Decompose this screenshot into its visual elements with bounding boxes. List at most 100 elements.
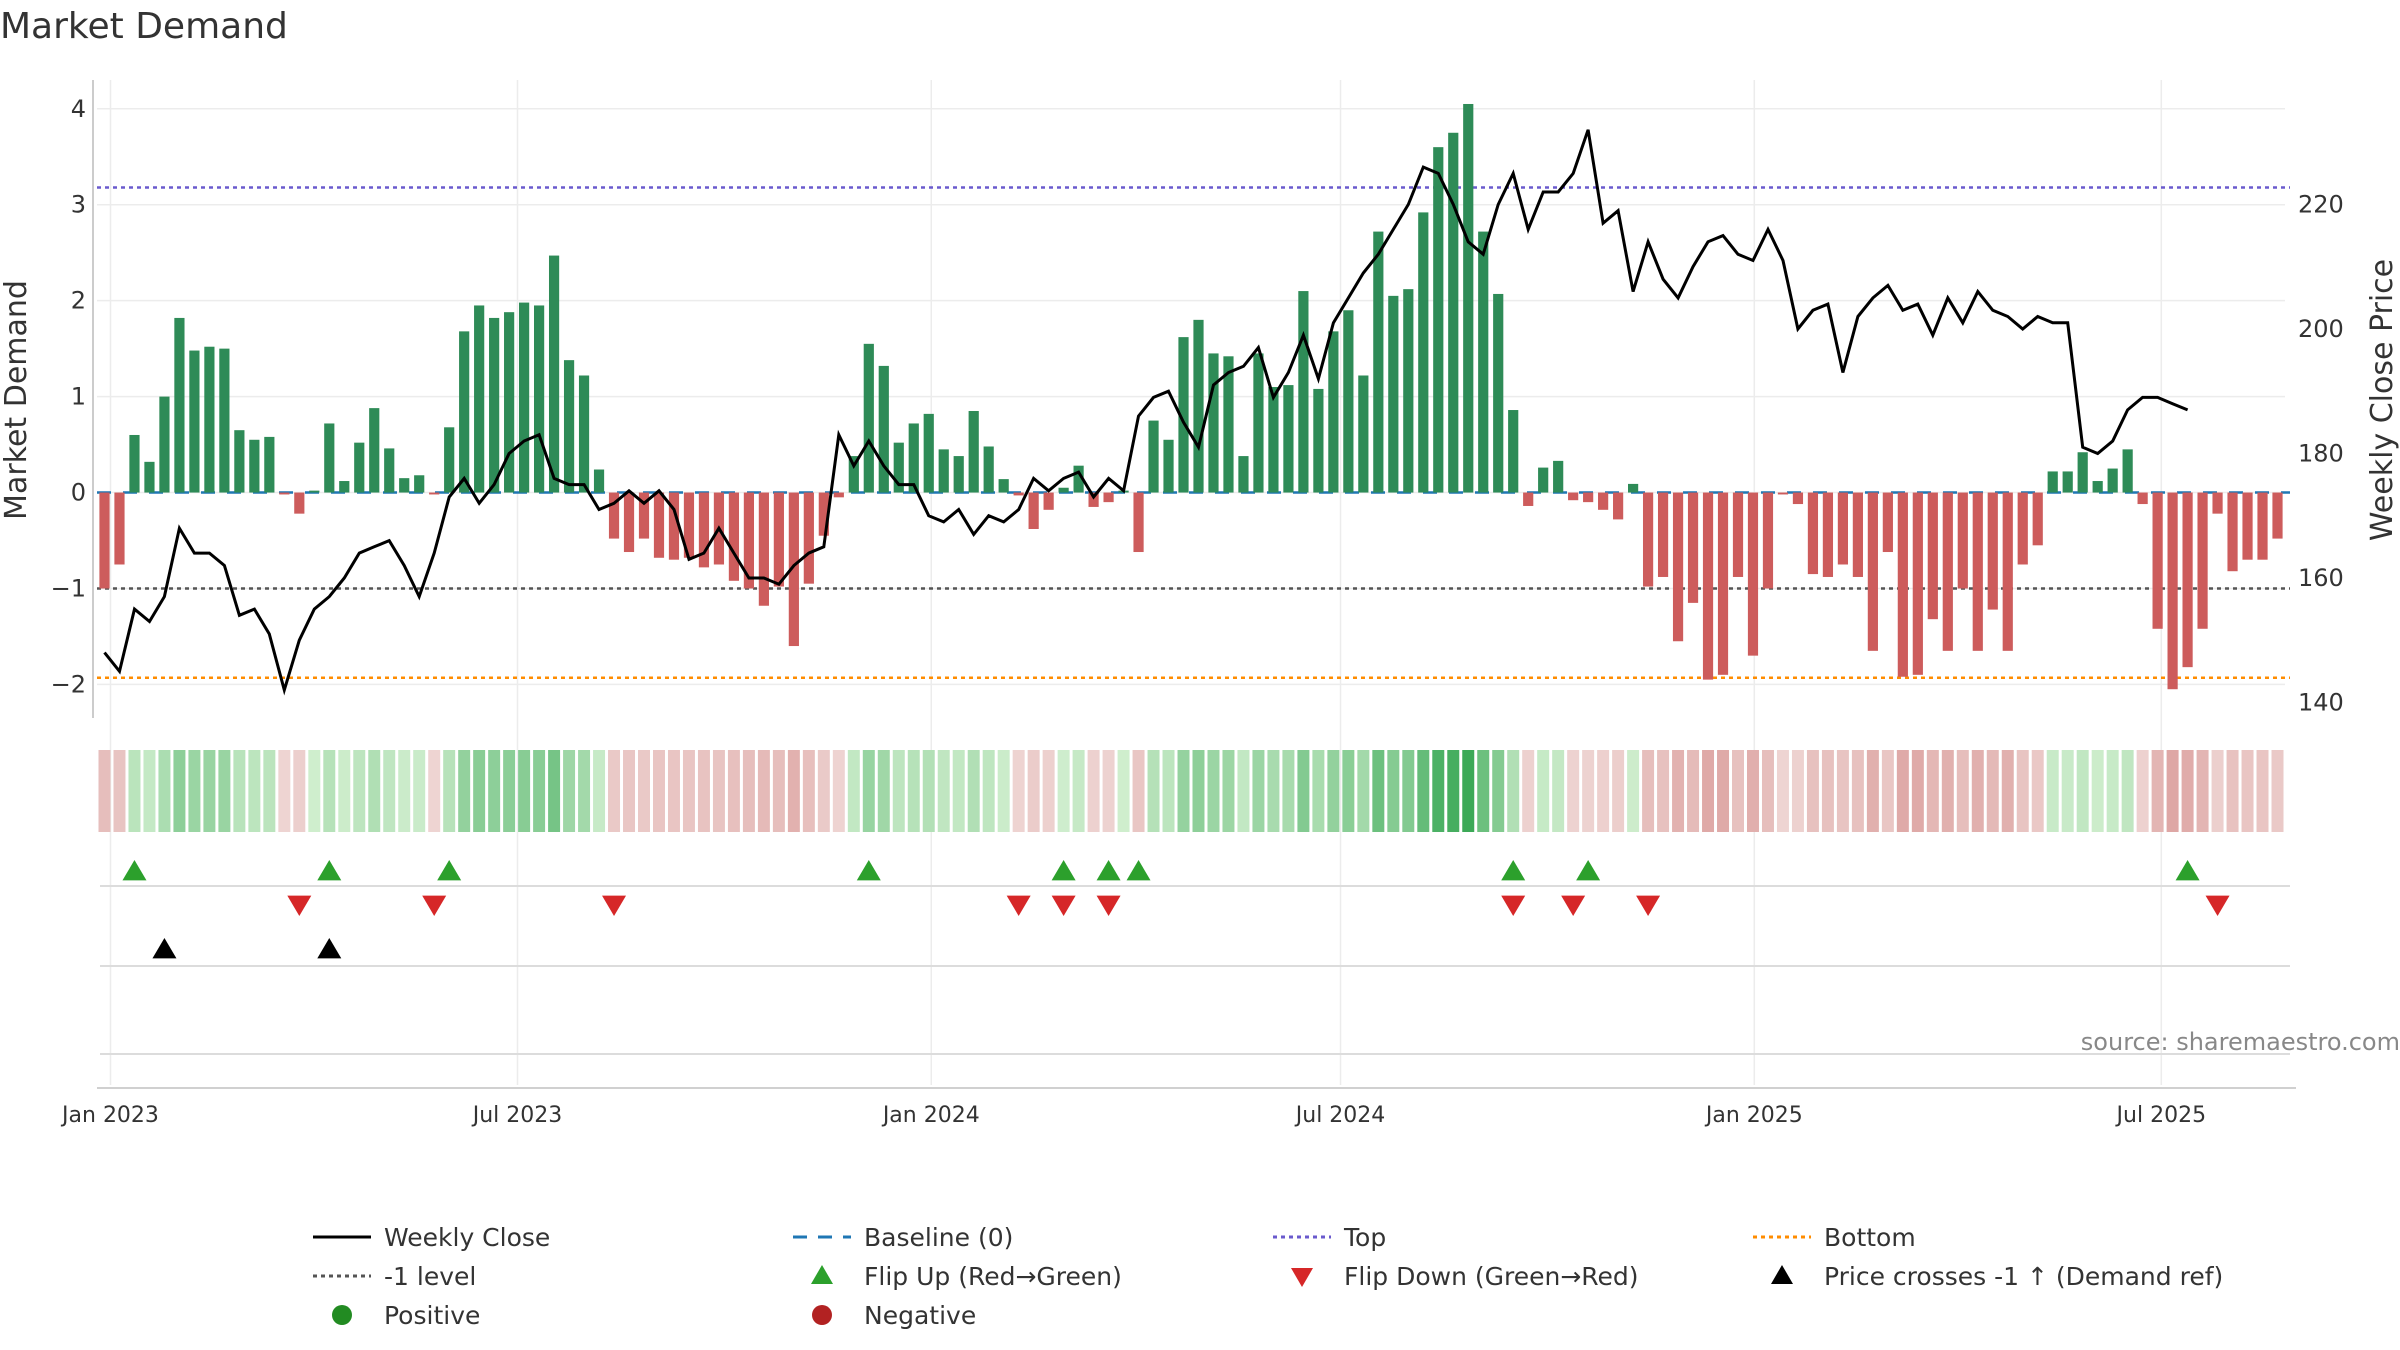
legend-item: Positive xyxy=(332,1301,480,1330)
right-tick-label: 160 xyxy=(2298,564,2344,592)
legend-label: Top xyxy=(1343,1223,1386,1252)
positive-demand-bar xyxy=(1358,375,1369,493)
negative-demand-bar xyxy=(1657,492,1669,577)
positive-demand-bar xyxy=(1223,356,1234,493)
heat-cell xyxy=(1357,750,1370,832)
flip-up-marker xyxy=(317,860,342,881)
positive-demand-bar xyxy=(848,456,859,493)
negative-demand-bar xyxy=(2182,492,2193,668)
negative-demand-bar xyxy=(1732,492,1744,577)
legend-label: Baseline (0) xyxy=(864,1223,1013,1252)
negative-demand-bar xyxy=(1852,492,1863,577)
legend-item: Top xyxy=(1273,1223,1386,1252)
flip-up-marker xyxy=(1126,860,1151,881)
negative-demand-bar xyxy=(2032,492,2043,546)
heat-cell xyxy=(2136,750,2149,832)
negative-demand-bar xyxy=(833,492,844,498)
negative-demand-bar xyxy=(279,492,290,495)
heat-cell xyxy=(293,750,306,832)
heat-cell xyxy=(1282,750,1295,832)
positive-demand-bar xyxy=(1343,310,1354,493)
positive-demand-bar xyxy=(2062,471,2073,493)
legend-label: Price crosses -1 ↑ (Demand ref) xyxy=(1824,1262,2223,1291)
heat-cell xyxy=(428,750,441,832)
heat-cell xyxy=(278,750,291,832)
heat-cell xyxy=(1327,750,1340,832)
positive-demand-bar xyxy=(174,317,185,493)
heat-cell xyxy=(1252,750,1265,832)
positive-demand-bar xyxy=(189,350,200,493)
right-tick-label: 180 xyxy=(2298,439,2344,467)
positive-demand-bar xyxy=(548,255,560,493)
heat-cell xyxy=(1102,750,1115,832)
positive-demand-bar xyxy=(234,430,245,493)
heat-cell xyxy=(2106,750,2119,832)
heat-cell xyxy=(158,750,171,832)
heat-cell xyxy=(1312,750,1325,832)
x-tick-label: Jul 2024 xyxy=(1294,1103,1386,1128)
heat-cell xyxy=(1746,750,1759,832)
heat-cell xyxy=(1776,750,1789,832)
heat-cell xyxy=(1012,750,1025,832)
heat-cell xyxy=(937,750,950,832)
legend-item: Negative xyxy=(812,1301,976,1330)
positive-demand-bar xyxy=(893,442,904,493)
negative-demand-bar xyxy=(668,492,680,560)
negative-demand-bar xyxy=(2017,492,2028,565)
heat-cell xyxy=(907,750,920,832)
negative-demand-bar xyxy=(1672,492,1684,642)
positive-demand-bar xyxy=(474,305,485,493)
positive-demand-bar xyxy=(1253,353,1264,493)
negative-demand-bar xyxy=(2137,492,2148,505)
negative-demand-bar xyxy=(1133,492,1144,553)
positive-demand-bar xyxy=(504,312,515,493)
negative-demand-bar xyxy=(1013,492,1024,496)
negative-demand-bar xyxy=(1987,492,1998,610)
right-tick-label: 200 xyxy=(2298,315,2344,343)
heat-cell xyxy=(1027,750,1040,832)
heat-cell xyxy=(458,750,471,832)
legend-item: Bottom xyxy=(1753,1223,1916,1252)
right-tick-label: 140 xyxy=(2298,688,2344,716)
positive-demand-bar xyxy=(1433,147,1444,493)
heat-cell xyxy=(383,750,396,832)
heat-cell xyxy=(1132,750,1145,832)
heat-cell xyxy=(1627,750,1640,832)
heat-cell xyxy=(1926,750,1939,832)
positive-demand-bar xyxy=(459,331,470,493)
flip-up-marker xyxy=(856,860,881,881)
heat-cell xyxy=(248,750,261,832)
positive-demand-bar xyxy=(1418,212,1429,493)
heat-cell xyxy=(2046,750,2059,832)
heat-cell xyxy=(997,750,1010,832)
negative-demand-bar xyxy=(1103,492,1114,503)
heat-cell xyxy=(1072,750,1085,832)
heat-cell xyxy=(218,750,231,832)
negative-demand-bar xyxy=(114,492,125,565)
heat-cell xyxy=(578,750,591,832)
positive-demand-bar xyxy=(1208,353,1219,493)
flip-down-marker xyxy=(1501,895,1526,916)
heat-cell xyxy=(203,750,216,832)
price-cross-marker xyxy=(317,938,342,959)
negative-demand-bar xyxy=(698,492,710,568)
heat-cell xyxy=(1177,750,1190,832)
heat-cell xyxy=(667,750,680,832)
heat-cell xyxy=(2181,750,2194,832)
positive-demand-bar xyxy=(144,461,155,493)
negative-demand-bar xyxy=(1822,492,1834,577)
heat-cell xyxy=(1941,750,1954,832)
heat-cell xyxy=(697,750,710,832)
positive-demand-bar xyxy=(414,475,425,493)
positive-demand-bar xyxy=(998,479,1009,493)
chart-title: Market Demand xyxy=(0,6,288,47)
legend: Weekly Close Baseline (0) Top Bottom -1 leve… xyxy=(313,1223,2223,1330)
legend-item: -1 level xyxy=(313,1262,476,1291)
heat-cell xyxy=(503,750,516,832)
positive-demand-bar xyxy=(489,317,500,493)
legend-label: Positive xyxy=(384,1301,480,1330)
positive-demand-bar xyxy=(2047,471,2058,493)
negative-demand-bar xyxy=(1747,492,1759,656)
heat-cell xyxy=(1147,750,1160,832)
heat-cell xyxy=(1297,750,1310,832)
